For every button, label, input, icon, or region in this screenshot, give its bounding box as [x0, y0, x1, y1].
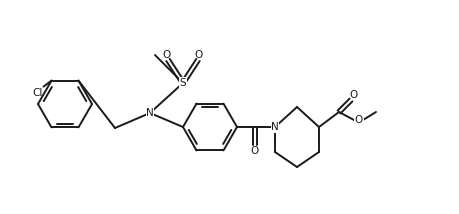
Text: Cl: Cl	[32, 88, 43, 98]
Text: O: O	[354, 115, 362, 125]
Text: N: N	[146, 108, 154, 118]
Text: O: O	[162, 50, 171, 60]
Text: O: O	[195, 50, 203, 60]
Text: N: N	[270, 122, 278, 132]
Text: O: O	[250, 146, 258, 156]
Text: S: S	[179, 78, 186, 88]
Text: O: O	[349, 90, 358, 100]
